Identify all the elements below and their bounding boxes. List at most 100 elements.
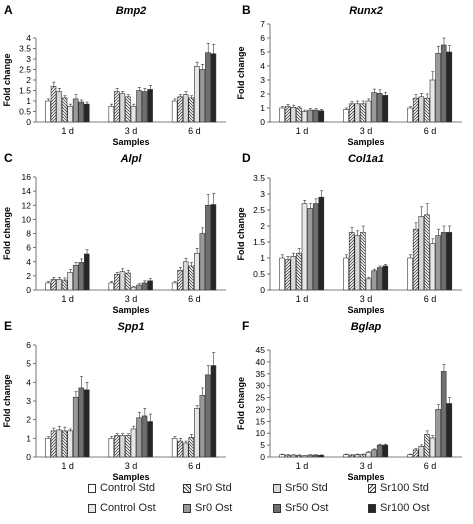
- x-tick-label: 3 d: [125, 294, 138, 304]
- y-tick-label: 3: [260, 189, 265, 199]
- y-tick-label: 0: [260, 117, 265, 127]
- chart-title: Runx2: [349, 5, 383, 17]
- legend-swatch-sr0-ost: [183, 503, 191, 513]
- legend-label-sr100-std: Sr100 Std: [380, 482, 429, 494]
- legend-item-sr0-std: Sr0 Std: [183, 481, 232, 495]
- bar-sr100-ost: [147, 280, 153, 291]
- bar-sr100-std: [424, 97, 430, 123]
- legend-label-sr0-ost: Sr0 Ost: [195, 502, 233, 514]
- y-tick-label: 2: [26, 415, 31, 425]
- bar-sr50-std: [182, 261, 189, 291]
- x-axis-label: Samples: [112, 305, 149, 315]
- bar-sr100-ost: [382, 95, 389, 123]
- bar-sr100-std: [188, 437, 195, 458]
- bar-sr0-ost: [435, 235, 441, 291]
- bar-sr100-ost: [382, 444, 389, 458]
- bar-sr0-std: [50, 430, 57, 458]
- bar-sr50-ost: [141, 91, 148, 123]
- y-axis-label: Fold change: [2, 53, 12, 106]
- bar-sr0-std: [114, 435, 120, 458]
- x-tick-label: 3 d: [360, 126, 373, 136]
- x-tick-label: 6 d: [188, 126, 201, 136]
- bar-sr50-std: [290, 256, 297, 291]
- legend-label-control-ost: Control Ost: [100, 502, 156, 514]
- legend: Control Std Sr0 Std Sr50 Std Sr100 Std C…: [88, 481, 468, 521]
- y-tick-label: 14: [22, 186, 32, 196]
- legend-item-sr50-std: Sr50 Std: [273, 481, 328, 495]
- bar-sr100-std: [360, 232, 366, 291]
- bar-control-std: [108, 105, 115, 123]
- bar-sr0-ost: [136, 284, 142, 291]
- x-tick-label: 6 d: [424, 294, 437, 304]
- bar-sr50-std: [354, 103, 361, 123]
- bar-sr50-ost: [440, 232, 447, 291]
- x-tick-label: 3 d: [125, 461, 138, 471]
- bar-control-std: [343, 109, 349, 123]
- bar-sr100-ost: [382, 265, 389, 291]
- y-tick-label: 2: [26, 75, 31, 85]
- x-tick-label: 3 d: [125, 126, 138, 136]
- bar-sr100-ost: [147, 89, 153, 123]
- legend-swatch-control-ost: [88, 503, 96, 513]
- bar-sr100-std: [125, 96, 131, 123]
- bar-sr100-ost: [446, 403, 453, 458]
- chart-panel-e: E Spp1 0 1 2 3 4 5 6 Fold change 1 d 3 d 6 d Samples: [2, 319, 226, 482]
- chart-title: Alpl: [120, 153, 143, 165]
- bar-sr50-std: [56, 429, 62, 458]
- bar-sr50-ost: [78, 262, 84, 291]
- bar-sr50-std: [119, 271, 126, 291]
- bar-sr50-ost: [205, 52, 211, 123]
- x-tick-label: 3 d: [360, 294, 373, 304]
- y-tick-label: 16: [22, 172, 32, 182]
- bar-control-std: [108, 282, 115, 291]
- bar-control-ost: [365, 100, 372, 123]
- y-tick-label: 1: [26, 96, 31, 106]
- legend-swatch-sr50-ost: [273, 503, 281, 513]
- bar-sr50-std: [418, 216, 425, 291]
- legend-label-sr100-ost: Sr100 Ost: [380, 502, 430, 514]
- bar-sr0-std: [348, 454, 355, 458]
- bar-sr0-ost: [72, 264, 79, 291]
- y-tick-label: 2.5: [253, 205, 265, 215]
- bar-control-ost: [301, 203, 308, 291]
- y-tick-label: 0.5: [253, 269, 265, 279]
- bar-sr0-std: [348, 103, 355, 123]
- bar-sr0-std: [412, 449, 419, 458]
- legend-item-control-ost: Control Ost: [88, 501, 156, 515]
- bar-sr50-ost: [376, 267, 383, 291]
- bar-sr50-ost: [376, 93, 383, 123]
- bar-sr100-std: [424, 434, 430, 458]
- bar-sr50-ost: [440, 44, 447, 123]
- bar-control-std: [407, 257, 413, 291]
- bar-sr0-std: [114, 274, 120, 291]
- legend-item-control-std: Control Std: [88, 481, 155, 495]
- bar-sr100-std: [296, 455, 302, 458]
- bar-control-std: [171, 100, 178, 123]
- y-tick-label: 25: [256, 393, 266, 403]
- y-tick-label: 0: [26, 285, 31, 295]
- x-tick-label: 6 d: [188, 461, 201, 471]
- bar-sr0-std: [348, 232, 355, 291]
- bar-control-ost: [301, 455, 308, 458]
- y-tick-label: 2.5: [19, 65, 31, 75]
- y-tick-label: 0: [26, 452, 31, 462]
- panel-letter: C: [4, 151, 13, 165]
- y-tick-label: 40: [256, 357, 266, 367]
- x-axis-label: Samples: [112, 137, 149, 147]
- y-tick-label: 7: [260, 19, 265, 29]
- y-tick-label: 0.5: [19, 107, 31, 117]
- bar-sr0-std: [177, 269, 183, 291]
- bar-sr0-ost: [435, 409, 441, 458]
- bar-sr0-ost: [136, 417, 142, 458]
- bar-sr0-ost: [307, 454, 313, 458]
- y-tick-label: 30: [256, 381, 266, 391]
- y-tick-label: 1.5: [253, 237, 265, 247]
- bar-control-ost: [429, 79, 436, 123]
- bar-sr50-ost: [205, 204, 211, 291]
- chart-panel-c: C Alpl 0 2 4 6 8 10 12 14 16 Fold change 1 d 3 d 6 d Sa…: [2, 151, 226, 315]
- y-tick-label: 0: [26, 117, 31, 127]
- x-axis-label: Samples: [347, 472, 384, 482]
- bar-control-std: [171, 282, 178, 291]
- chart-panel-d: D Col1a1 0 0.5 1 1.5 2 2.5 3 3.5 Fold change 1 d 3 d…: [236, 151, 462, 315]
